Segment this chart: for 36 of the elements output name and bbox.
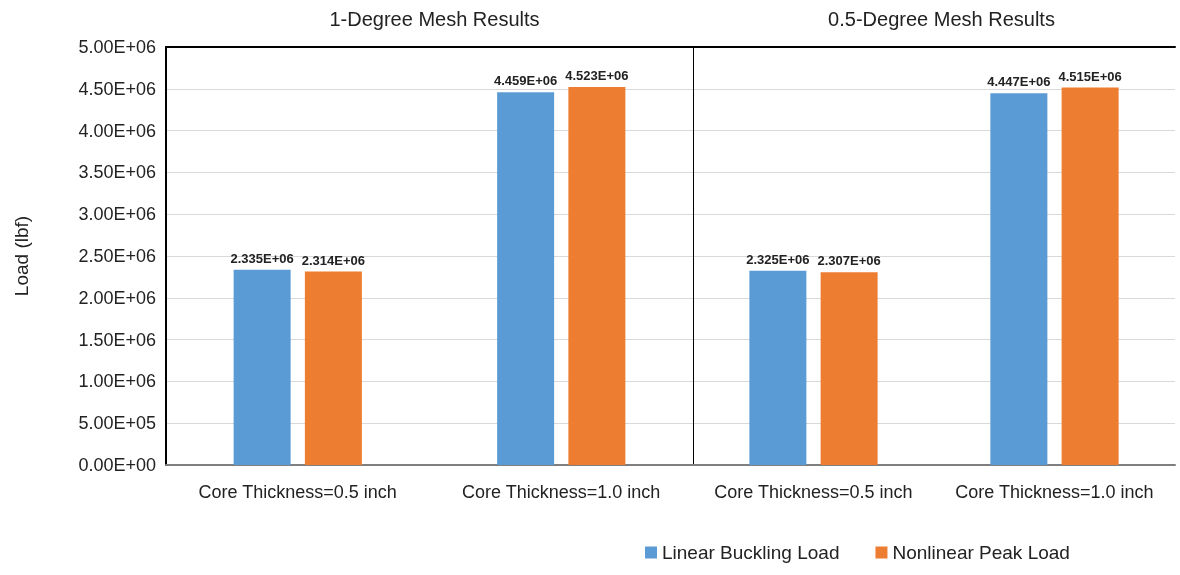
data-label: 2.314E+06 [301, 252, 366, 268]
y-tick-label: 3.00E+06 [78, 204, 156, 225]
data-label: 2.307E+06 [817, 253, 881, 269]
x-tick-label: Core Thickness=0.5 inch [714, 482, 913, 502]
bar [820, 272, 878, 465]
bar [749, 270, 807, 465]
chart-title: 1-Degree Mesh Results [329, 8, 540, 30]
y-tick-label: 3.50E+06 [78, 162, 156, 183]
data-label: 2.325E+06 [746, 251, 810, 267]
y-tick-label: 1.00E+06 [78, 371, 156, 392]
y-tick-label: 2.00E+06 [78, 287, 156, 308]
y-tick-label: 2.50E+06 [78, 246, 156, 266]
chart-title: 0.5-Degree Mesh Results [828, 8, 1055, 30]
y-tick-label: 5.00E+06 [78, 37, 156, 57]
x-tick-label: Core Thickness=1.0 inch [955, 482, 1154, 502]
y-tick-label: 5.00E+05 [78, 413, 156, 434]
bar [497, 92, 555, 465]
bar [990, 93, 1048, 465]
data-label: 4.459E+06 [493, 73, 558, 89]
legend-label: Linear Buckling Load [662, 542, 840, 563]
bar [568, 86, 626, 465]
data-label: 4.523E+06 [565, 67, 629, 83]
bar [233, 269, 291, 465]
y-tick-label: 4.00E+06 [78, 120, 156, 141]
x-tick-label: Core Thickness=0.5 inch [198, 482, 397, 502]
data-label: 4.447E+06 [987, 74, 1051, 90]
bar [304, 271, 362, 465]
y-axis-title: Load (lbf) [11, 215, 32, 297]
y-tick-label: 0.00E+00 [78, 455, 156, 475]
y-tick-label: 1.50E+06 [78, 329, 156, 350]
data-label: 2.335E+06 [230, 250, 294, 266]
bar [1061, 87, 1119, 465]
x-tick-label: Core Thickness=1.0 inch [462, 482, 661, 502]
y-tick-label: 4.50E+06 [78, 78, 156, 99]
legend-label: Nonlinear Peak Load [892, 542, 1070, 563]
data-label: 4.515E+06 [1058, 68, 1122, 84]
